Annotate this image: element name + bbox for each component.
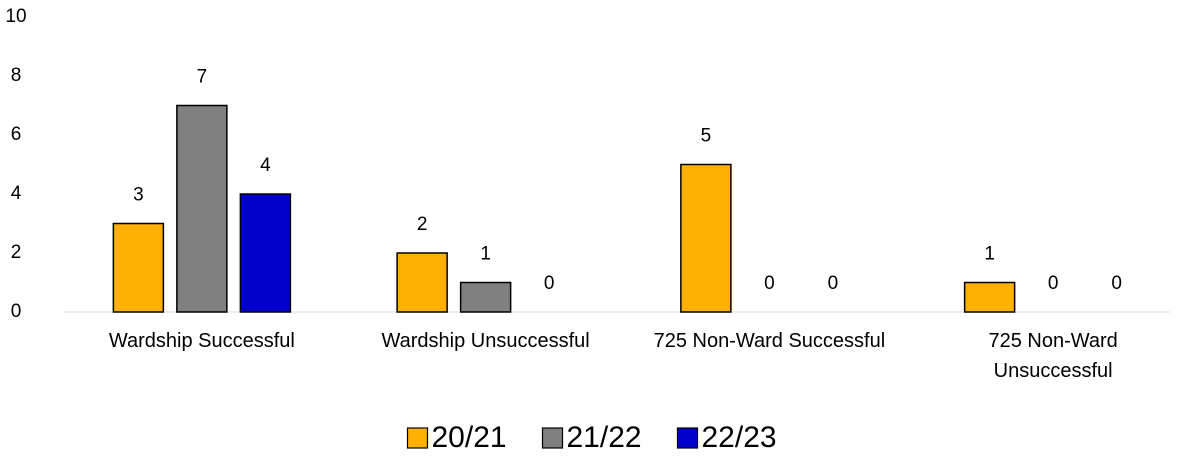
- bar: [396, 252, 448, 313]
- data-label: 2: [417, 214, 428, 235]
- data-label: 3: [133, 185, 144, 206]
- bar: [963, 281, 1016, 313]
- data-label: 1: [984, 244, 995, 265]
- x-tick-label: 725 Non-Ward Successful: [653, 330, 886, 352]
- bar: [680, 163, 732, 313]
- legend-label: 22/23: [702, 421, 777, 454]
- x-tick-label: Wardship Successful: [108, 330, 295, 352]
- legend-swatch: [676, 427, 699, 449]
- y-tick-label: 8: [11, 65, 22, 86]
- legend: 20/21 21/22 22/23: [406, 421, 777, 454]
- data-label: 0: [544, 273, 555, 294]
- bar: [112, 222, 165, 313]
- bar: [459, 281, 512, 313]
- data-label: 0: [828, 273, 839, 294]
- y-tick-label: 10: [5, 6, 26, 27]
- legend-label: 21/22: [567, 421, 642, 454]
- data-label: 0: [1111, 273, 1122, 294]
- data-label: 0: [764, 273, 775, 294]
- y-tick-label: 0: [11, 301, 22, 322]
- x-tick-label: 725 Non-Ward Unsuccessful: [988, 330, 1118, 382]
- data-label: 5: [701, 126, 712, 147]
- legend-label: 20/21: [432, 421, 507, 454]
- x-tick-label: Wardship Unsuccessful: [381, 330, 590, 352]
- y-tick-label: 4: [11, 183, 22, 204]
- bar: [176, 104, 228, 313]
- legend-swatch: [541, 427, 564, 449]
- data-label: 1: [480, 244, 491, 265]
- legend-swatch: [406, 427, 429, 449]
- data-label: 7: [197, 67, 208, 88]
- y-tick-label: 6: [11, 124, 22, 145]
- data-label: 4: [260, 155, 271, 176]
- bar: [239, 193, 292, 313]
- data-label: 0: [1048, 273, 1059, 294]
- y-tick-label: 2: [11, 242, 22, 263]
